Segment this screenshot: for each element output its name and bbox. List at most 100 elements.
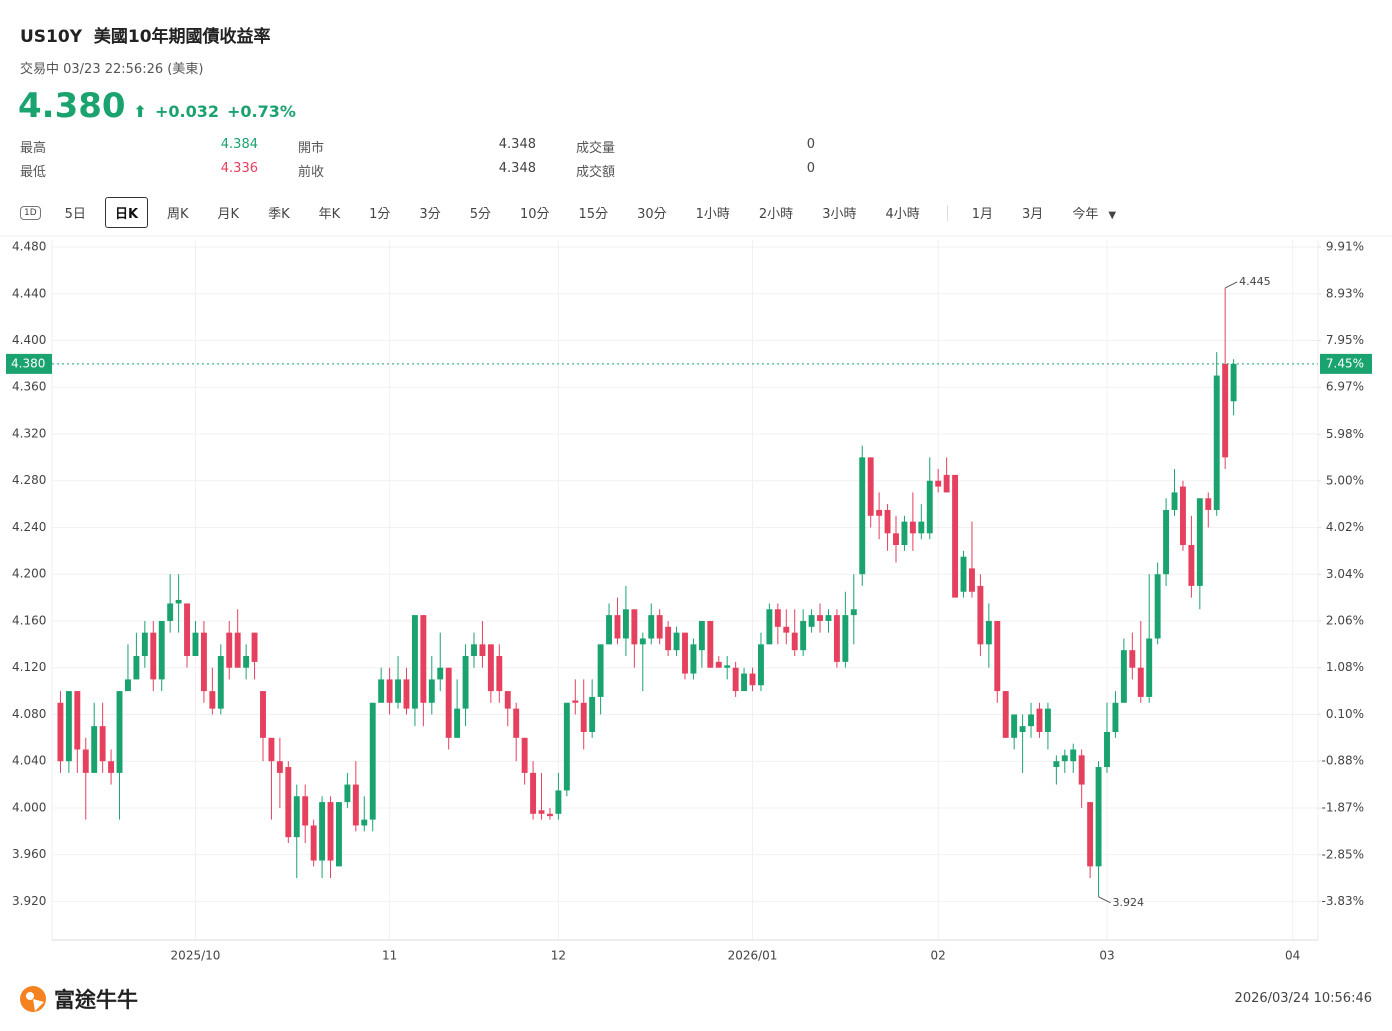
candle-body (1095, 767, 1102, 867)
y2-tick-label: -0.88% (1322, 753, 1364, 767)
stat-label: 最低 (20, 165, 47, 180)
candle-body (758, 644, 764, 686)
candle-body (1002, 691, 1009, 738)
candle-body (673, 632, 680, 651)
candle-body (572, 700, 579, 703)
candle-body (766, 609, 773, 645)
candle-body (622, 609, 629, 639)
tab[interactable]: 3小時 (822, 207, 857, 222)
x-tick-label: 2025/10 (171, 949, 221, 963)
candle-body (487, 644, 494, 692)
candle-body (808, 615, 815, 627)
candle-body (817, 615, 823, 621)
price: 4.380 (18, 86, 126, 126)
period-tabs: 1D 5日 日K 周K 月K 季K 年K 1分 3分 5分 10分 15分 30分 1小時 2小時 3小時 4小… (20, 197, 1135, 228)
candle-body (1171, 492, 1178, 510)
tab[interactable]: 年K (318, 207, 341, 222)
status: 交易中 03/23 22:56:26 (美東) (20, 62, 204, 77)
y2-tick-label: 7.95% (1326, 333, 1364, 347)
candle-body (1036, 708, 1043, 732)
y-tick-label: 4.440 (12, 286, 46, 300)
tab[interactable]: 30分 (637, 207, 667, 222)
candle-body (614, 615, 621, 639)
candle-body (698, 620, 705, 651)
candle-body (513, 708, 520, 738)
candle-body (833, 615, 840, 662)
name: 美國10年期國債收益率 (93, 27, 271, 47)
tab[interactable]: 今年 ▼ (1072, 207, 1117, 222)
tab[interactable]: 4小時 (885, 207, 920, 222)
candle-body (428, 679, 435, 703)
candle-body (445, 667, 452, 738)
candle-body (1230, 363, 1237, 402)
candle-body (150, 632, 157, 680)
tab[interactable]: 1月 (971, 207, 994, 222)
candle-body (530, 772, 537, 814)
tab[interactable]: 周K (167, 207, 189, 222)
candle-body (741, 673, 748, 692)
tab[interactable]: 5日 (64, 207, 86, 222)
candle-body (133, 656, 140, 680)
stat-label: 成交量 (576, 141, 616, 156)
tab[interactable]: 季K (268, 207, 290, 222)
tab[interactable]: 1D (20, 205, 41, 220)
candle-body (926, 480, 933, 534)
candle-body (1205, 498, 1212, 510)
candle-body (1188, 545, 1195, 586)
candle-body (960, 556, 967, 592)
title: US10Y 美國10年期國債收益率 (20, 22, 271, 47)
candle-body (361, 819, 368, 826)
candle-body (91, 726, 98, 773)
stat-label: 開市 (298, 141, 325, 156)
candle-body (1028, 714, 1034, 727)
candle-body (1180, 486, 1186, 546)
annotation-leader (1224, 281, 1238, 289)
candle-body (496, 656, 503, 692)
tab[interactable]: 1小時 (695, 207, 730, 222)
y2-tick-label: 3.04% (1326, 567, 1364, 581)
y2-tick-label: 6.97% (1326, 380, 1364, 394)
candle-body (395, 679, 401, 703)
stat-value: 0 (806, 161, 815, 176)
y-tick-label: 4.160 (12, 613, 46, 627)
y-tick-label: 3.960 (12, 847, 46, 861)
candle-body (1070, 749, 1077, 762)
candle-body (293, 796, 300, 838)
candle-body (175, 599, 182, 604)
candle-body (1213, 375, 1220, 510)
tab[interactable]: 3分 (419, 207, 441, 222)
tab[interactable]: 2小時 (758, 207, 794, 222)
annotation-label: 3.924 (1113, 896, 1145, 909)
candle-body (724, 665, 731, 668)
tab[interactable]: 日K (104, 197, 149, 228)
candle-body (935, 480, 942, 487)
y2-tick-label: 1.08% (1326, 660, 1364, 674)
candle-body (901, 521, 908, 546)
symbol: US10Y (20, 27, 83, 47)
y2-tick-label: -3.83% (1322, 894, 1364, 908)
candle-body (977, 585, 984, 645)
y-tick-label: 4.040 (12, 754, 46, 768)
candle-body (1120, 650, 1127, 703)
candle-body (285, 767, 292, 838)
candle-body (800, 620, 807, 651)
candle-body (158, 620, 165, 680)
tab[interactable]: 10分 (519, 207, 550, 222)
tab[interactable]: 5分 (469, 207, 491, 222)
candle-body (842, 615, 849, 662)
y2-tick-label: -1.87% (1322, 801, 1364, 815)
candle-body (243, 656, 250, 668)
dropdown-arrow: ▼ (1108, 210, 1117, 221)
tab[interactable]: 1分 (369, 207, 391, 222)
change: +0.032 (154, 102, 219, 121)
candle-body (302, 796, 309, 826)
candle-body (437, 667, 444, 680)
tab[interactable]: 月K (217, 207, 240, 222)
stat-value: 4.348 (498, 161, 536, 176)
candle-body (336, 802, 342, 867)
tab[interactable]: 3月 (1022, 207, 1044, 222)
y2-tick-label: 5.98% (1326, 427, 1364, 441)
candle-body (82, 749, 89, 773)
tab[interactable]: 15分 (578, 207, 609, 222)
y-tick-label: 4.280 (12, 473, 46, 487)
